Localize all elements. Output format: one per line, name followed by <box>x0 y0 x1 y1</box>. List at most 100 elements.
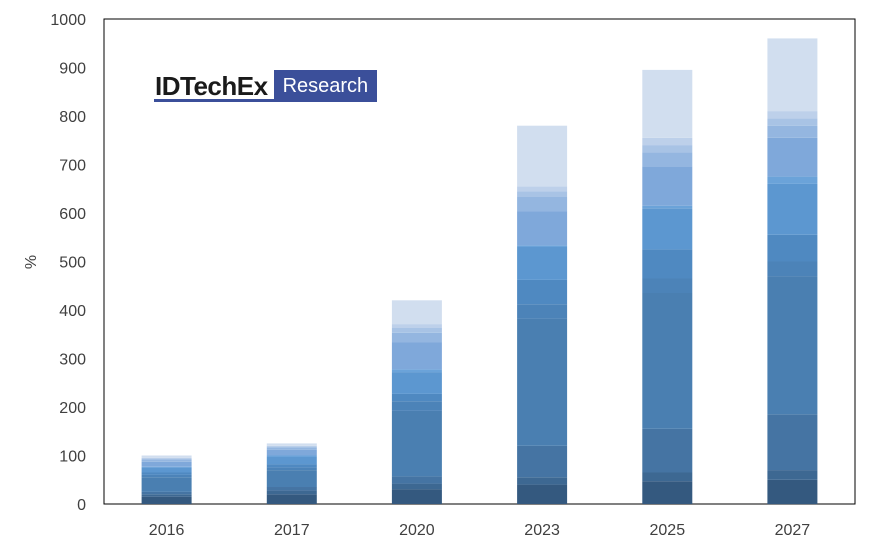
bar-segment-2017-4 <box>266 470 317 488</box>
bar-segment-2023-7 <box>517 246 568 280</box>
bar-segment-2017-11 <box>266 446 317 448</box>
bar-segment-2017-9 <box>266 449 317 456</box>
bar-segment-2020-3 <box>391 476 442 484</box>
bar-segment-2023-1 <box>517 484 568 504</box>
bar-segment-2016-13 <box>141 455 192 458</box>
bar-segment-2023-12 <box>517 186 568 192</box>
bar-segment-2020-10 <box>391 332 442 343</box>
bar-segment-2016-5 <box>141 474 192 478</box>
bar-segment-2017-1 <box>266 494 317 504</box>
bar-segment-2016-7 <box>141 467 192 473</box>
bar-segment-2016-8 <box>141 466 192 468</box>
y-tick-labels: 0 100 200 300 400 500 600 700 800 900 1000 <box>50 12 86 514</box>
bar-segment-2023-10 <box>517 197 568 212</box>
bar-segment-2025-10 <box>642 152 693 167</box>
y-tick-label-0: 0 <box>77 497 86 514</box>
bar-segment-2027-11 <box>767 118 818 126</box>
bar-segment-2020-13 <box>391 300 442 325</box>
bar-segment-2020-1 <box>391 489 442 504</box>
bar-segment-2027-6 <box>767 234 818 262</box>
bar-segment-2027-12 <box>767 111 818 119</box>
bar-segment-2027-3 <box>767 414 818 471</box>
y-tick-label-600: 600 <box>59 206 86 223</box>
bar-segment-2027-2 <box>767 470 818 480</box>
bar-segment-2023-11 <box>517 191 568 197</box>
bar-segment-2027-5 <box>767 261 818 277</box>
bar-segment-2025-2 <box>642 472 693 482</box>
bar-segment-2025-11 <box>642 145 693 153</box>
y-axis-label: % <box>23 255 40 269</box>
x-tick-labels: 2016 2017 2020 2023 2025 2027 <box>149 522 810 539</box>
bar-segment-2023-4 <box>517 318 568 446</box>
x-tick-label-2025: 2025 <box>650 522 686 539</box>
bar-segment-2025-9 <box>642 166 693 206</box>
bar-segment-2016-9 <box>141 461 192 467</box>
bar-segment-2017-13 <box>266 443 317 446</box>
bar-segment-2027-8 <box>767 176 818 184</box>
bar-segment-2025-5 <box>642 278 693 293</box>
bar-segment-2027-7 <box>767 183 818 235</box>
bar-segment-2025-1 <box>642 481 693 504</box>
y-tick-label-200: 200 <box>59 400 86 417</box>
bar-segment-2020-7 <box>391 372 442 394</box>
idtechex-logo: IDTechEx Research <box>154 70 378 102</box>
bar-segment-2020-8 <box>391 369 442 373</box>
x-tick-label-2017: 2017 <box>274 522 310 539</box>
y-tick-label-300: 300 <box>59 352 86 369</box>
bar-segment-2016-12 <box>141 457 192 459</box>
bars-group <box>141 38 818 505</box>
y-tick-label-400: 400 <box>59 303 86 320</box>
bar-segment-2025-7 <box>642 208 693 250</box>
y-tick-label-1000: 1000 <box>50 12 86 29</box>
bar-segment-2025-3 <box>642 428 693 473</box>
y-tick-label-800: 800 <box>59 109 86 126</box>
logo-brand-text: IDTechEx <box>154 70 274 102</box>
bar-segment-2025-4 <box>642 293 693 429</box>
bar-segment-2023-9 <box>517 211 568 246</box>
bar-segment-2017-3 <box>266 487 317 491</box>
bar-segment-2027-9 <box>767 137 818 177</box>
bar-segment-2025-13 <box>642 69 693 138</box>
bar-segment-2016-10 <box>141 459 192 462</box>
bar-segment-2027-1 <box>767 479 818 505</box>
bar-segment-2016-4 <box>141 477 192 492</box>
bar-segment-2016-6 <box>141 472 192 475</box>
bar-segment-2023-2 <box>517 477 568 485</box>
bar-segment-2016-11 <box>141 458 192 460</box>
bar-segment-2017-8 <box>266 455 317 457</box>
y-tick-label-900: 900 <box>59 61 86 78</box>
bar-segment-2017-12 <box>266 445 317 447</box>
bar-segment-2017-10 <box>266 447 317 450</box>
bar-segment-2023-3 <box>517 445 568 478</box>
bar-segment-2017-5 <box>266 467 317 470</box>
bar-segment-2020-5 <box>391 401 442 411</box>
bar-segment-2020-4 <box>391 410 442 477</box>
bar-segment-2023-13 <box>517 125 568 187</box>
bar-segment-2017-2 <box>266 490 317 495</box>
y-tick-label-700: 700 <box>59 158 86 175</box>
bar-segment-2023-6 <box>517 279 568 305</box>
bar-segment-2016-1 <box>141 496 192 504</box>
x-tick-label-2020: 2020 <box>399 522 435 539</box>
bar-segment-2016-3 <box>141 491 192 495</box>
y-tick-label-500: 500 <box>59 255 86 272</box>
bar-segment-2020-12 <box>391 324 442 328</box>
bar-segment-2025-8 <box>642 205 693 209</box>
plot-frame <box>103 18 856 505</box>
bar-segment-2027-10 <box>767 125 818 138</box>
x-tick-label-2023: 2023 <box>524 522 560 539</box>
x-tick-label-2027: 2027 <box>775 522 811 539</box>
bar-segment-2023-8 <box>517 245 568 247</box>
bar-segment-2020-11 <box>391 327 442 333</box>
bar-segment-2017-7 <box>266 457 317 465</box>
x-tick-label-2016: 2016 <box>149 522 185 539</box>
bar-segment-2027-13 <box>767 38 818 112</box>
bar-segment-2025-12 <box>642 137 693 146</box>
bar-segment-2025-6 <box>642 249 693 279</box>
bar-segment-2016-2 <box>141 494 192 497</box>
bar-segment-2020-2 <box>391 483 442 490</box>
bar-segment-2020-9 <box>391 342 442 370</box>
logo-research-tag: Research <box>273 70 378 102</box>
bar-segment-2017-6 <box>266 464 317 468</box>
